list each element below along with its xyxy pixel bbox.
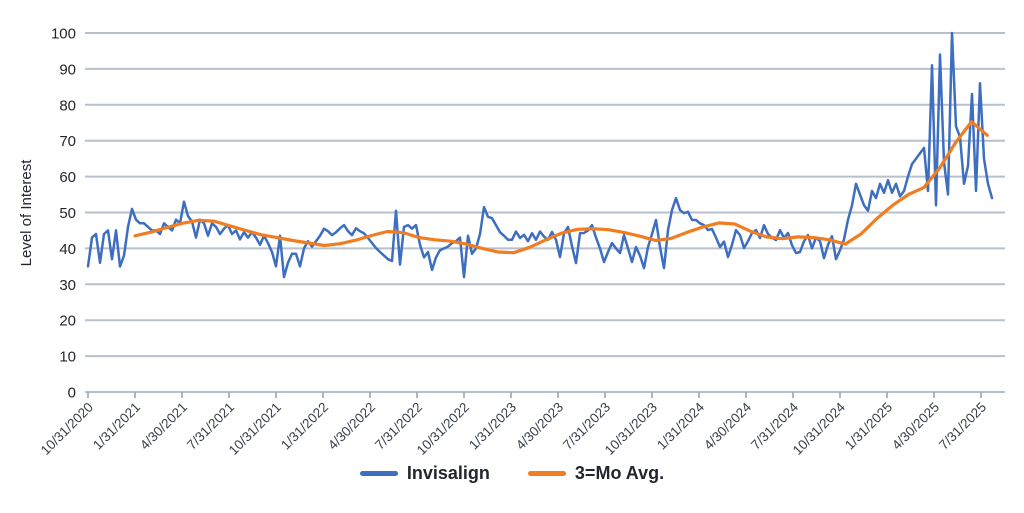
x-tick-label: 1/31/2023 xyxy=(466,400,519,453)
x-tick-label: 4/30/2023 xyxy=(513,400,566,453)
legend-label-invisalign: Invisalign xyxy=(406,463,490,483)
legend-item-moving-avg: 3=Mo Avg. xyxy=(527,463,665,484)
y-tick-label: 20 xyxy=(59,313,76,330)
invisalign-line xyxy=(86,31,994,279)
moving-avg-line-swatch-icon xyxy=(527,471,566,476)
x-tick-label: 4/30/2025 xyxy=(889,400,942,453)
y-tick-label: 80 xyxy=(59,97,76,114)
moving-avg-line xyxy=(133,120,989,255)
x-tick-label: 1/31/2022 xyxy=(278,400,331,453)
legend-item-invisalign: Invisalign xyxy=(359,463,490,484)
x-tick-label: 10/31/2020 xyxy=(38,400,96,458)
y-tick-label: 50 xyxy=(59,205,76,222)
x-tick-label: 1/31/2024 xyxy=(654,399,707,452)
y-tick-label: 0 xyxy=(68,385,76,402)
legend-label-moving-avg: 3=Mo Avg. xyxy=(574,463,665,483)
chart-legend: Invisalign 3=Mo Avg. xyxy=(0,463,1024,484)
y-tick-label: 10 xyxy=(59,349,76,366)
y-axis-title: Level of Interest xyxy=(18,159,35,267)
x-tick-label: 1/31/2025 xyxy=(842,400,895,453)
y-tick-label: 100 xyxy=(51,26,76,43)
y-tick-label: 60 xyxy=(59,169,76,186)
x-tick-label: 4/30/2024 xyxy=(701,399,754,452)
y-tick-label: 70 xyxy=(59,133,76,150)
x-tick-label: 7/31/2025 xyxy=(936,400,989,453)
x-tick-label: 4/30/2021 xyxy=(137,400,190,453)
y-tick-label: 40 xyxy=(59,241,76,258)
invisalign-line-swatch-icon xyxy=(359,471,398,476)
y-tick-label: 30 xyxy=(59,277,76,294)
x-tick-label: 4/30/2022 xyxy=(325,400,378,453)
y-tick-label: 90 xyxy=(59,61,76,78)
x-tick-label: 1/31/2021 xyxy=(90,400,143,453)
